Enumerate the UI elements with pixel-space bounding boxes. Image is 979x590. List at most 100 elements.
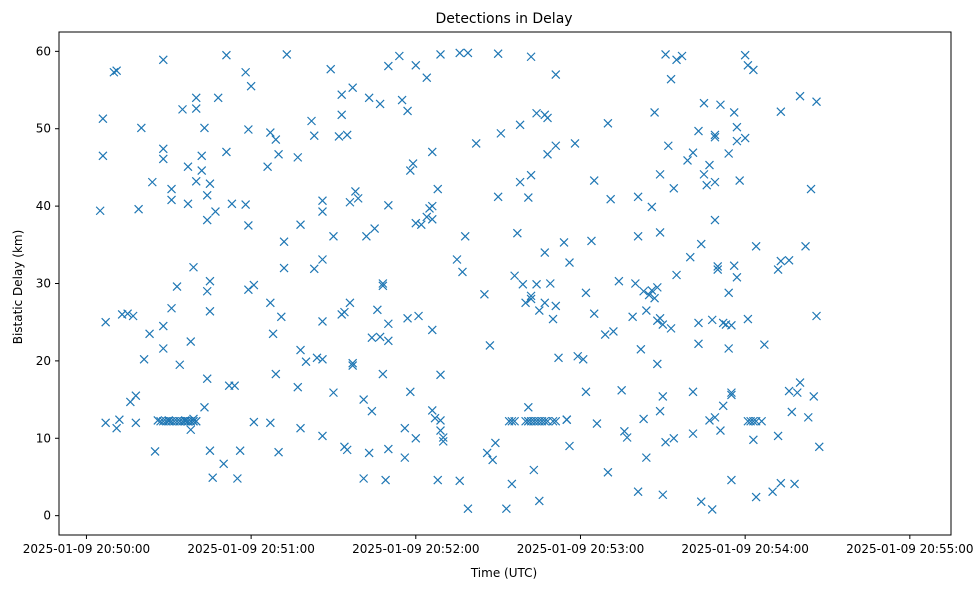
data-point bbox=[345, 197, 355, 207]
data-point bbox=[647, 202, 657, 212]
data-point bbox=[751, 241, 761, 251]
data-point bbox=[510, 271, 520, 281]
data-point bbox=[641, 453, 651, 463]
data-point bbox=[578, 354, 588, 364]
data-point bbox=[183, 162, 193, 172]
data-point bbox=[532, 108, 541, 118]
data-point bbox=[109, 67, 119, 77]
data-point bbox=[548, 416, 558, 426]
data-point bbox=[318, 207, 327, 216]
data-point bbox=[650, 108, 660, 117]
data-point bbox=[792, 388, 802, 398]
data-point bbox=[318, 316, 327, 326]
data-point bbox=[361, 231, 371, 241]
data-point bbox=[644, 290, 654, 300]
data-point bbox=[128, 311, 138, 321]
data-point bbox=[694, 126, 703, 136]
data-point bbox=[534, 496, 544, 506]
data-point bbox=[633, 487, 643, 497]
data-point bbox=[241, 67, 251, 77]
data-point bbox=[551, 70, 561, 79]
data-point bbox=[246, 81, 256, 91]
data-point bbox=[688, 148, 698, 158]
data-point bbox=[529, 465, 539, 475]
x-tick-label: 2025-01-09 20:55:00 bbox=[846, 542, 973, 556]
data-point bbox=[694, 318, 703, 328]
data-point bbox=[803, 412, 813, 422]
data-point bbox=[279, 237, 289, 247]
data-point bbox=[375, 99, 385, 109]
data-point bbox=[416, 220, 426, 230]
data-point bbox=[727, 475, 736, 485]
data-point bbox=[438, 433, 448, 442]
data-point bbox=[521, 298, 531, 308]
data-point bbox=[430, 413, 440, 423]
data-point bbox=[768, 487, 778, 497]
data-point bbox=[658, 392, 668, 401]
data-point bbox=[688, 387, 698, 397]
data-point bbox=[669, 433, 679, 443]
data-point bbox=[707, 505, 717, 514]
data-point bbox=[205, 179, 215, 189]
data-point bbox=[710, 132, 720, 142]
data-point bbox=[814, 442, 824, 452]
data-point bbox=[383, 319, 393, 329]
data-point bbox=[515, 120, 525, 130]
data-point bbox=[515, 177, 525, 187]
data-point bbox=[696, 239, 706, 249]
data-point bbox=[381, 475, 391, 485]
data-point bbox=[570, 139, 580, 148]
data-point bbox=[202, 190, 212, 200]
data-point bbox=[309, 264, 319, 274]
data-point bbox=[776, 107, 786, 117]
data-point bbox=[98, 151, 108, 161]
data-point bbox=[427, 147, 437, 157]
data-point bbox=[293, 152, 303, 162]
data-point bbox=[383, 61, 393, 71]
data-point bbox=[729, 108, 739, 117]
data-point bbox=[727, 388, 736, 398]
data-point bbox=[265, 418, 275, 428]
data-point bbox=[134, 204, 144, 214]
data-point bbox=[186, 425, 196, 435]
data-point bbox=[235, 446, 245, 456]
data-point bbox=[364, 448, 374, 458]
data-point bbox=[427, 325, 437, 335]
data-point bbox=[554, 353, 563, 363]
data-point bbox=[427, 201, 437, 211]
plot-area bbox=[58, 31, 952, 536]
data-point bbox=[136, 123, 146, 133]
data-point bbox=[666, 74, 676, 84]
data-point bbox=[600, 330, 610, 339]
data-point bbox=[493, 192, 503, 202]
data-point bbox=[479, 289, 489, 299]
data-point bbox=[452, 255, 462, 264]
data-point bbox=[773, 431, 783, 441]
data-point bbox=[748, 435, 758, 445]
data-point bbox=[652, 282, 662, 292]
data-point bbox=[158, 344, 168, 353]
data-point bbox=[740, 50, 750, 60]
data-point bbox=[147, 177, 157, 187]
data-point bbox=[507, 479, 517, 489]
data-point bbox=[455, 476, 465, 486]
data-point bbox=[411, 60, 421, 70]
data-point bbox=[727, 320, 736, 330]
data-point bbox=[400, 453, 410, 463]
data-point bbox=[249, 280, 259, 290]
data-point bbox=[633, 231, 643, 241]
data-point bbox=[743, 314, 753, 324]
data-point bbox=[436, 416, 445, 425]
data-point bbox=[614, 276, 624, 286]
data-point bbox=[650, 293, 660, 303]
data-point bbox=[809, 392, 819, 401]
y-tick-label: 50 bbox=[36, 122, 51, 136]
data-point bbox=[801, 241, 810, 251]
data-point bbox=[101, 418, 111, 428]
data-point bbox=[348, 83, 358, 93]
data-point bbox=[619, 426, 629, 436]
data-point bbox=[617, 385, 627, 395]
data-point bbox=[353, 193, 363, 203]
data-point bbox=[562, 415, 572, 425]
